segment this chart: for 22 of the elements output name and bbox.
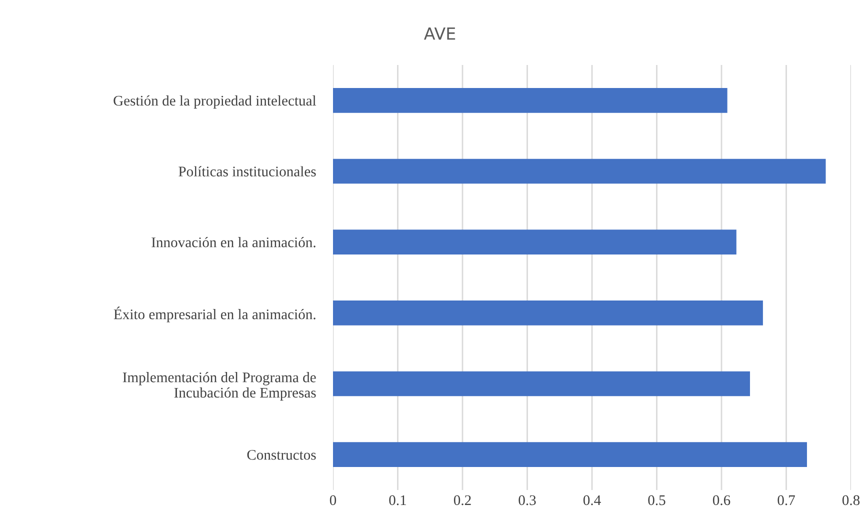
x-tick-label: 0.4 (583, 495, 601, 506)
y-tick-label: Éxito empresarial en la animación. (114, 306, 316, 322)
x-tick-label: 0.8 (842, 495, 860, 506)
y-tick-label: Constructos (247, 450, 316, 460)
x-tick-label: 0.1 (389, 495, 406, 506)
x-tick-label: 0.6 (712, 495, 730, 506)
y-tick-label: Políticas institucionales (178, 166, 316, 176)
y-tick-label: Innovación en la animación. (152, 237, 316, 248)
bar (333, 230, 736, 254)
x-tick-label: 0.3 (518, 495, 536, 506)
bar (333, 158, 826, 184)
bar (333, 88, 728, 113)
y-tick-label: Gestión de la propiedad intelectual (114, 95, 316, 109)
x-tick-label: 0 (330, 495, 336, 506)
y-tick-label: Implementación del Programa de Incubación de Empresas (122, 372, 316, 401)
bar (333, 371, 750, 396)
x-tick-label: 0.2 (454, 495, 471, 506)
chart-title: AVE (424, 27, 456, 40)
bar (333, 300, 763, 326)
x-tick-label: 0.7 (778, 495, 795, 506)
x-tick-label: 0.5 (648, 495, 666, 506)
bar (333, 442, 807, 467)
